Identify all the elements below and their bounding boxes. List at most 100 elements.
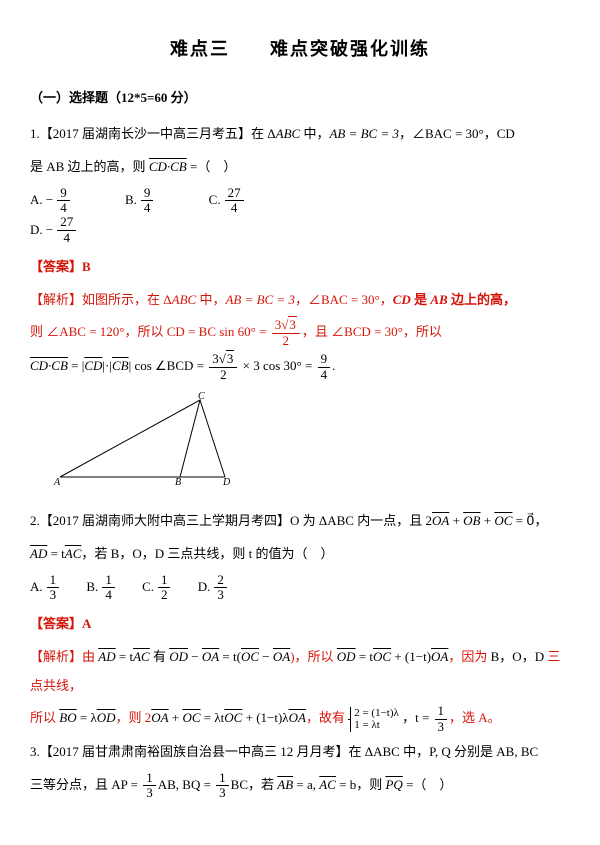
q1-stem-line2: 是 AB 边上的高，则 CD·CB =（ ） <box>30 153 570 182</box>
q2-sol1-e: 有 <box>150 649 170 664</box>
q2-sol2-a: 所以 <box>30 710 59 725</box>
q1-sol3-h: × 3 cos 30° = <box>239 358 315 373</box>
q3-stem-a: 3.【2017 届甘肃肃南裕固族自治县一中高三 12 月月考】在 ΔABC 中，… <box>30 744 538 759</box>
q2-sol2-b: BO <box>59 710 76 725</box>
q1-sol3-f: | cos ∠BCD = <box>129 358 208 373</box>
q2-sol2-m: ，故有 <box>306 710 345 725</box>
q1-option-c: C. 274 <box>209 185 246 215</box>
q2-sol2-j: OC <box>224 710 242 725</box>
q2-option-c: C. 12 <box>142 573 172 603</box>
q2-options: A. 13 B. 14 C. 12 D. 23 <box>30 573 570 603</box>
brace-system: 2 = (1−t)λ 1 = λt <box>350 707 399 732</box>
q2-stem-c: + <box>449 513 463 528</box>
q1-sol1-e: ，∠BAC = 30°， <box>295 292 393 307</box>
q2-sol1-f: OD <box>169 649 188 664</box>
q1-option-a: A. −94 <box>30 185 72 215</box>
q2-sol1-q: + (1−t) <box>391 649 431 664</box>
q1-sol-line1: 【解析】如图所示，在 ΔABC 中，AB = BC = 3，∠BAC = 30°… <box>30 286 570 315</box>
q2-sol2-h: OC <box>182 710 200 725</box>
q1-stem2-a: 是 AB 边上的高，则 <box>30 159 149 174</box>
q3-stem2-c: AB, BQ = <box>158 777 214 792</box>
q1-stem2-c: =（ ） <box>187 159 237 174</box>
q2-sol1-a: 【解析】由 <box>30 649 98 664</box>
q2-sol1-n: OD <box>337 649 356 664</box>
q2-sol1-l: OA <box>273 649 290 664</box>
q2-sol2-n: ，t = <box>402 710 432 725</box>
q2-stem-d: OB <box>463 513 480 528</box>
q1-sol2-a: 则 ∠ABC = 120°，所以 CD = BC sin 60° = <box>30 324 270 339</box>
q1-sol1-g: 是 <box>411 292 431 307</box>
page-title: 难点三 难点突破强化训练 <box>30 30 570 70</box>
q2-stem2-b: = t <box>47 546 64 561</box>
q3-stem2-e: BC，若 <box>231 777 278 792</box>
q1-options: A. −94 B. 94 C. 274 D. −274 <box>30 185 570 245</box>
q2-sol1-t: B，O，D <box>487 649 547 664</box>
q1-sol3-a: CD·CB <box>30 358 68 373</box>
q3-stem2-k: =（ ） <box>403 777 453 792</box>
q2-sol1-r: OA <box>431 649 448 664</box>
q2-stem-line2: AD = tAC，若 B，O，D 三点共线，则 t 的值为（ ） <box>30 540 570 569</box>
q3-stem2-a: 三等分点，且 AP = <box>30 777 141 792</box>
q2-sys2: 1 = λt <box>354 719 380 731</box>
q2-stem2-c: AC <box>65 546 82 561</box>
q2-stem2-a: AD <box>30 546 47 561</box>
q2-stem-f: OC <box>494 513 512 528</box>
q1-sol3-c: CD <box>84 358 102 373</box>
q1-sol1-c: 中， <box>196 292 225 307</box>
q1-sol3-e: CB <box>112 358 129 373</box>
q1-stem-b: ABC <box>276 126 301 141</box>
q3-stem2-h: AC <box>319 777 336 792</box>
svg-text:D: D <box>222 477 231 487</box>
q2-answer: 【答案】A <box>30 610 570 639</box>
q2-sol1-o: = t <box>356 649 373 664</box>
q2-stem-b: OA <box>432 513 449 528</box>
q1-stem-c: 中， <box>300 126 329 141</box>
q2-sol1-p: OC <box>373 649 391 664</box>
q1-sol1-b: ABC <box>172 292 197 307</box>
q1-option-d: D. −274 <box>30 215 78 245</box>
q1-sol1-a: 【解析】如图所示，在 Δ <box>30 292 172 307</box>
q3-stem-line2: 三等分点，且 AP = 13AB, BQ = 13BC，若 AB = a, AC… <box>30 771 570 801</box>
q2-sol2-p: ，选 A。 <box>449 710 501 725</box>
q3-stem2-i: = b，则 <box>336 777 386 792</box>
q3-stem-line1: 3.【2017 届甘肃肃南裕固族自治县一中高三 12 月月考】在 ΔABC 中，… <box>30 738 570 767</box>
q1-stem-a: 1.【2017 届湖南长沙一中高三月考五】在 Δ <box>30 126 276 141</box>
q2-sol-line2: 所以 BO = λOD，则 2OA + OC = λtOC + (1−t)λOA… <box>30 704 570 734</box>
page-content: 难点三 难点突破强化训练 （一）选择题（12*5=60 分） 1.【2017 届… <box>0 0 600 824</box>
q2-sol1-m: )，所以 <box>290 649 337 664</box>
q1-sol3-d: |·| <box>102 358 112 373</box>
q2-sys1: 2 = (1−t)λ <box>354 707 399 719</box>
q2-sol1-j: OC <box>241 649 259 664</box>
q2-sol2-g: + <box>169 710 183 725</box>
q2-stem2-d: ，若 B，O，D 三点共线，则 t 的值为（ ） <box>81 546 333 561</box>
q2-sol1-s: ，因为 <box>448 649 487 664</box>
triangle-diagram: A B D C <box>50 392 250 487</box>
q3-stem2-f: AB <box>277 777 293 792</box>
q2-stem-a: 2.【2017 届湖南师大附中高三上学期月考四】O 为 ΔABC 内一点，且 2 <box>30 513 432 528</box>
q2-sol2-c: = λ <box>77 710 97 725</box>
q2-option-b: B. 14 <box>86 573 116 603</box>
q1-sol1-i: 边上的高， <box>448 292 516 307</box>
q2-stem-line1: 2.【2017 届湖南师大附中高三上学期月考四】O 为 ΔABC 内一点，且 2… <box>30 507 570 536</box>
q2-sol2-d: OD <box>97 710 116 725</box>
q1-stem-e: ，∠BAC = 30°，CD <box>399 126 515 141</box>
q2-stem-e: + <box>481 513 495 528</box>
q2-sol1-g: − <box>188 649 202 664</box>
q1-stem-line1: 1.【2017 届湖南长沙一中高三月考五】在 ΔABC 中，AB = BC = … <box>30 120 570 149</box>
q2-sol2-k: + (1−t)λ <box>242 710 288 725</box>
q2-sol2-f: OA <box>151 710 168 725</box>
q1-option-b: B. 94 <box>125 185 155 215</box>
section-header: （一）选择题（12*5=60 分） <box>30 84 570 113</box>
q1-sol3-b: = | <box>68 358 84 373</box>
svg-text:C: C <box>198 392 205 402</box>
q1-sol1-d: AB = BC = 3 <box>225 292 295 307</box>
q2-sol1-i: = t( <box>219 649 241 664</box>
q2-sol2-i: = λt <box>201 710 225 725</box>
q1-sol2-c: ，且 ∠BCD = 30°，所以 <box>302 324 442 339</box>
q2-sol1-k: − <box>259 649 273 664</box>
q1-stem-d: AB = BC = 3 <box>329 126 399 141</box>
q1-sol-line3: CD·CB = |CD|·|CB| cos ∠BCD = 332 × 3 cos… <box>30 352 570 382</box>
svg-text:B: B <box>175 477 181 487</box>
q1-answer: 【答案】B <box>30 253 570 282</box>
q2-option-a: A. 13 <box>30 573 61 603</box>
